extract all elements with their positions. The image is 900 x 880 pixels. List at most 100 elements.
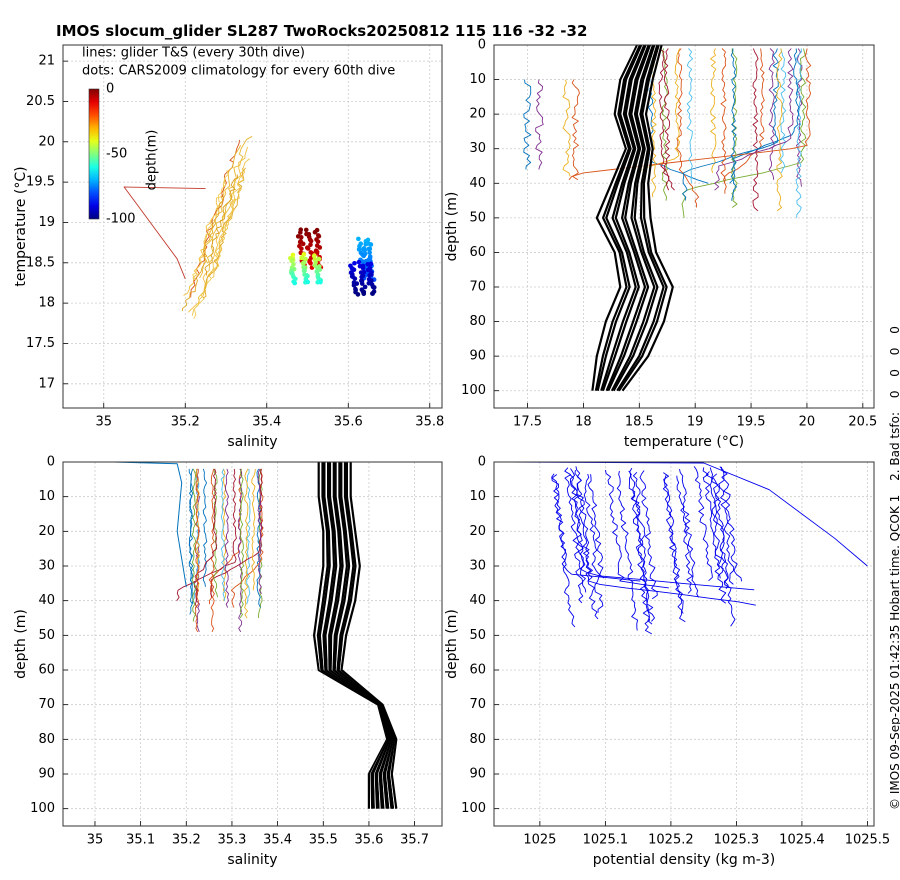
climatology-profile [618,45,668,392]
climatology-dot [303,256,308,262]
climatology-dot [356,247,362,252]
density-profile [570,468,755,591]
glider-ts-line [183,178,225,296]
credit-text: © IMOS 09-Sep-2025 01:42:35 Hobart time.… [888,495,900,810]
x-tick-label: 35 [95,415,112,430]
glider-profile [686,48,694,184]
y-tick-label: 40 [469,176,486,191]
y-tick-label: 60 [469,663,486,678]
climatology-dot [308,261,313,266]
climatology-dot [299,246,304,251]
y-tick-label: 10 [38,489,55,504]
y-tick-label: 50 [469,628,486,643]
glider-profile [239,468,244,619]
glider-profile [568,48,812,181]
climatology-profile [337,462,397,809]
density-profile [718,466,735,585]
x-tick-label: 35.2 [172,833,201,848]
glider-profile [246,468,251,605]
density-profile [628,470,653,635]
density-profile [564,467,584,604]
climatology-profile [596,45,643,391]
x-tick-label: 1025.3 [714,833,760,848]
climatology-dot [308,238,314,244]
y-axis-label: depth (m) [444,192,460,262]
climatology-dot [315,239,321,244]
glider-profile [710,48,717,174]
density-profile [583,473,604,613]
climatology-dot [366,246,372,252]
glider-profile [191,468,197,622]
y-tick-label: 18.5 [26,255,55,270]
x-tick-label: 35.4 [252,415,281,430]
x-tick-label: 35.6 [354,833,383,848]
climatology-dot [356,236,361,242]
climatology-dot [367,272,372,278]
glider-ts-line [204,174,239,276]
x-axis-label: salinity [227,434,277,450]
climatology-dot [308,242,313,248]
climatology-dot [318,279,323,285]
climatology-profile [324,462,392,809]
y-tick-label: 80 [469,732,486,747]
glider-profile [176,468,237,601]
colorbar-tick-label: -100 [106,212,136,227]
glider-profile [523,79,532,170]
density-profile [639,470,658,600]
colorbar-tick-label: -50 [106,147,127,162]
y-tick-label: 20 [469,524,486,539]
glider-profile [658,48,675,191]
glider-profile [731,48,738,208]
climatology-profile [615,45,661,391]
climatology-profile [594,45,641,391]
climatology-profile [605,45,650,392]
glider-profile [213,468,219,598]
climatology-dot [297,230,303,235]
climatology-dot [298,234,304,240]
climatology-dot [312,229,318,235]
density-profile [662,474,684,614]
y-tick-label: 30 [469,559,486,574]
climatology-dot [362,284,368,290]
colorbar-tick-label: 0 [106,82,114,97]
climatology-profile [600,45,646,392]
glider-ts-line [193,198,237,319]
climatology-profile [609,45,652,391]
y-tick-label: 30 [38,559,55,574]
climatology-profile [313,462,389,809]
glider-surface-outlier [113,462,187,587]
badtsfo-value-2: 0 [888,369,900,377]
glider-profile [752,48,759,212]
glider-ts-line [211,167,245,279]
climatology-dot [351,267,357,273]
plot-area-temperature [523,45,812,392]
badtsfo-value-1: 0 [888,391,900,399]
glider-profile [779,48,787,174]
density-profile [551,474,576,628]
climatology-profile [333,462,395,809]
climatology-dot [352,276,358,281]
y-tick-label: 17.5 [26,336,55,351]
y-tick-label: 20.5 [26,94,55,109]
climatology-dot [305,246,311,251]
glider-profile [723,48,765,194]
glider-profile [720,48,727,184]
climatology-profile [607,45,652,392]
plot-area-density [494,462,868,635]
glider-profile [562,79,571,177]
plot-background [494,462,874,826]
y-tick-label: 100 [461,801,486,816]
legend-text: lines: glider T&S (every 30th dive) [82,46,305,61]
axes-frame [62,461,443,827]
y-tick-label: 0 [47,455,55,470]
glider-profile [714,48,794,191]
climatology-profile [604,45,648,391]
climatology-profile [610,45,656,392]
axes-ts: 35 35.2 35.4 35.6 35.8 17 17.5 18 18.5 19 19.5 20 20… [13,44,444,450]
x-axis-label: salinity [227,852,277,868]
y-tick-label: 20 [469,107,486,122]
x-tick-label: 19 [687,415,704,430]
glider-ts-line [181,195,224,312]
x-tick-label: 35.4 [263,833,292,848]
